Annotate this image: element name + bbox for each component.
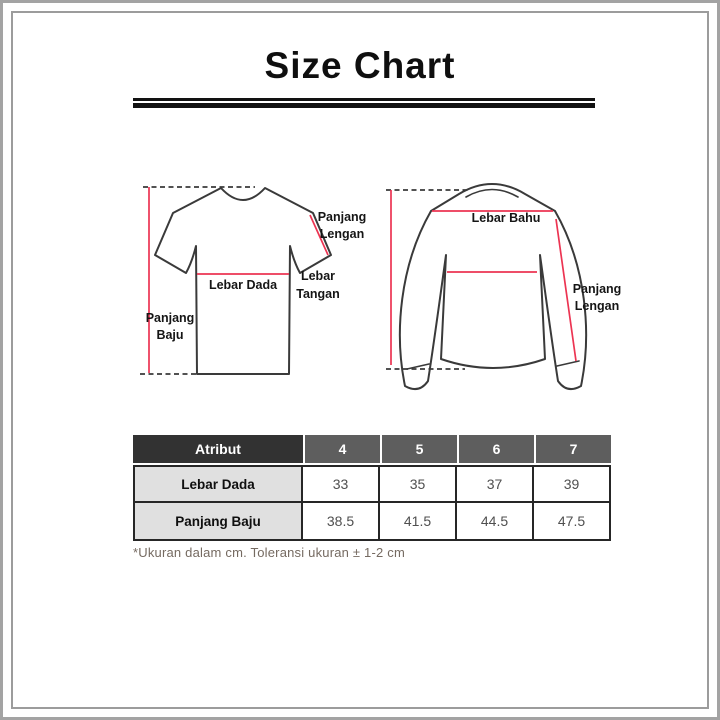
size-table: Atribut 4 5 6 7 Lebar Dada 33 35 37 39 P… — [133, 435, 611, 541]
header-cell-size-6: 6 — [457, 435, 534, 465]
header-cell-size-5: 5 — [380, 435, 457, 465]
footnote-text: *Ukuran dalam cm. Toleransi ukuran ± 1-2… — [133, 545, 405, 560]
panjang-lengan-label-line2: Lengan — [320, 227, 364, 241]
title-divider — [133, 98, 595, 108]
table-header-row: Atribut 4 5 6 7 — [133, 435, 611, 465]
lebar-tangan-label-line1: Lebar — [301, 269, 335, 283]
panjang-lengan-label-line2: Lengan — [575, 299, 619, 313]
value-cell: 33 — [303, 465, 380, 503]
value-cell: 47.5 — [534, 503, 611, 541]
value-cell: 38.5 — [303, 503, 380, 541]
row-label: Panjang Baju — [133, 503, 303, 541]
value-cell: 44.5 — [457, 503, 534, 541]
lebar-dada-label: Lebar Dada — [209, 278, 278, 292]
long-sleeve-shirt-outline — [398, 183, 588, 391]
lebar-bahu-label: Lebar Bahu — [472, 211, 541, 225]
panjang-lengan-measure-line — [555, 218, 577, 362]
header-cell-size-7: 7 — [534, 435, 611, 465]
panjang-lengan-measure-line — [309, 214, 329, 256]
lebar-tangan-label-line2: Tangan — [296, 287, 340, 301]
row-label: Lebar Dada — [133, 465, 303, 503]
short-sleeve-shirt-diagram: Panjang Lengan Lebar Dada Lebar Tangan P… — [140, 186, 367, 375]
panjang-lengan-label-line1: Panjang — [318, 210, 367, 224]
shirt-diagrams: Panjang Lengan Lebar Dada Lebar Tangan P… — [140, 183, 622, 391]
left-cuff-crease — [406, 363, 430, 370]
divider-thin-line — [133, 98, 595, 101]
panjang-lengan-label-line1: Panjang — [573, 282, 622, 296]
value-cell: 35 — [380, 465, 457, 503]
panjang-baju-label-line2: Baju — [156, 328, 183, 342]
collar-inner-line — [465, 188, 519, 198]
value-cell: 37 — [457, 465, 534, 503]
long-sleeve-shirt-diagram: Lebar Bahu Panjang Lengan — [386, 183, 622, 391]
value-cell: 41.5 — [380, 503, 457, 541]
value-cell: 39 — [534, 465, 611, 503]
table-row-lebar-dada: Lebar Dada 33 35 37 39 — [133, 465, 611, 503]
header-cell-atribut: Atribut — [133, 435, 303, 465]
divider-thick-line — [133, 103, 595, 108]
right-cuff-crease — [556, 360, 580, 367]
table-row-panjang-baju: Panjang Baju 38.5 41.5 44.5 47.5 — [133, 503, 611, 541]
short-sleeve-shirt-outline — [154, 187, 332, 375]
page-title: Size Chart — [264, 45, 456, 86]
panjang-baju-label-line1: Panjang — [146, 311, 195, 325]
header-cell-size-4: 4 — [303, 435, 380, 465]
